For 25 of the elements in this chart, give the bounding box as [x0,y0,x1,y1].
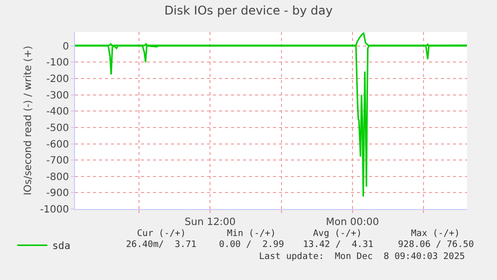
text: 26.40m/ 3.71 [126,240,196,250]
x-tick-label: Sun 12:00 [184,217,236,228]
y-tick-label: -800 [46,172,69,183]
text: 928.06 / 76.50 [398,240,474,250]
y-tick-label: -1000 [40,204,69,216]
text: Cur (-/+) [137,229,186,239]
text: Min (-/+) [227,229,276,239]
y-axis-title: IOs/second read (-) / write (+) [22,46,34,196]
x-tick-label: Mon 00:00 [326,217,379,228]
y-tick-label: -600 [46,139,69,150]
y-tick-label: -100 [46,58,69,69]
y-tick-label: -400 [46,106,69,118]
text: Last update: Mon Dec 8 09:40:03 2025 [259,252,465,262]
y-tick-label: -300 [46,90,69,102]
text: 0.00 / 2.99 [219,240,284,250]
legend-label: sda [52,241,70,252]
y-tick-label: -500 [46,122,69,134]
y-tick-label: 0 [62,41,69,52]
y-tick-label: -700 [46,156,69,167]
text: 13.42 / 4.31 [303,240,374,250]
y-tick-label: -900 [46,188,69,200]
y-tick-label: -200 [46,74,69,85]
chart-title: Disk IOs per device - by day [164,3,333,18]
text: Max (-/+) [411,229,460,239]
text: Avg (-/+) [313,229,362,239]
